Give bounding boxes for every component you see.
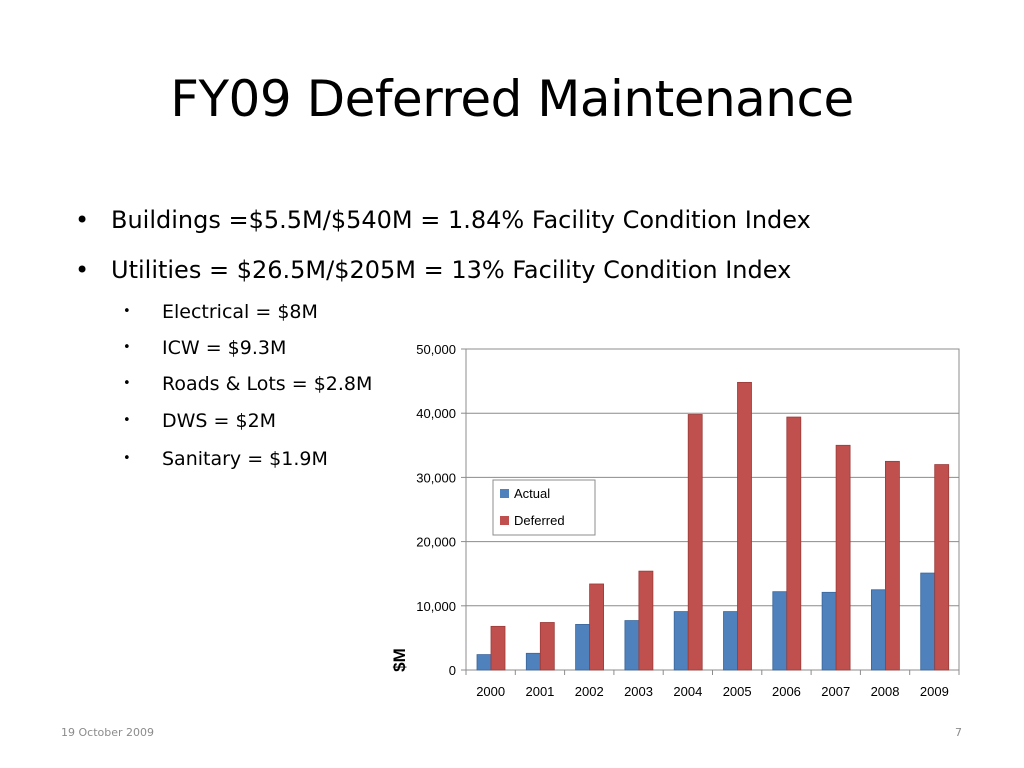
bar-actual-2007 — [821, 591, 837, 671]
x-tick-label: 2008 — [871, 684, 900, 699]
x-tick-label: 2005 — [723, 684, 752, 699]
bar-actual-2009 — [920, 572, 936, 671]
bar-actual-2004 — [673, 611, 689, 671]
y-tick-label: 0 — [449, 663, 456, 678]
legend-swatch-deferred — [500, 516, 509, 525]
legend-label-deferred: Deferred — [514, 513, 565, 528]
footer-date: 19 October 2009 — [61, 726, 155, 739]
x-tick-label: 2003 — [624, 684, 653, 699]
sub-bullet-text: Roads & Lots = $2.8M — [162, 373, 373, 395]
bar-actual-2005 — [723, 611, 738, 671]
slide-title: FY09 Deferred Maintenance — [170, 70, 854, 128]
bullet-dot-icon: • — [123, 376, 131, 391]
y-tick-label: 10,000 — [416, 599, 456, 614]
bullet-dot-icon: • — [123, 340, 131, 355]
bar-deferred-2009 — [934, 464, 950, 671]
bar-actual-2002 — [575, 624, 591, 671]
bar-deferred-2007 — [835, 444, 851, 671]
bar-deferred-2000 — [490, 625, 506, 671]
bar-deferred-2004 — [687, 414, 703, 671]
bullet-text: Utilities = $26.5M/$205M = 13% Facility … — [111, 256, 792, 284]
y-tick-label: 30,000 — [416, 470, 456, 485]
x-tick-label: 2009 — [920, 684, 949, 699]
y-tick-label: 40,000 — [416, 406, 456, 421]
bar-deferred-2003 — [638, 570, 654, 671]
bar-deferred-2001 — [539, 622, 555, 671]
bar-actual-2006 — [772, 591, 788, 671]
footer-page-number: 7 — [955, 726, 962, 739]
legend-box — [492, 479, 596, 536]
sub-bullet-text: ICW = $9.3M — [162, 337, 287, 359]
bullet-dot-icon: • — [75, 206, 90, 234]
bar-actual-2003 — [624, 620, 640, 671]
x-tick-label: 2000 — [476, 684, 505, 699]
bullet-dot-icon: • — [123, 413, 131, 428]
legend-label-actual: Actual — [514, 486, 550, 501]
deferred-maintenance-bar-chart: 0 10,000 20,000 30,000 40,000 50,000 2000 2001 2… — [390, 342, 960, 699]
legend-swatch-actual — [500, 489, 509, 498]
sub-bullet-text: Sanitary = $1.9M — [162, 448, 328, 470]
sub-bullet-text: DWS = $2M — [162, 410, 277, 432]
bar-deferred-2002 — [589, 583, 605, 671]
bullet-dot-icon: • — [75, 256, 90, 284]
bullet-text: Buildings =$5.5M/$540M = 1.84% Facility … — [111, 206, 811, 234]
x-tick-label: 2001 — [525, 684, 554, 699]
x-tick-label: 2004 — [673, 684, 702, 699]
x-tick-label: 2007 — [821, 684, 850, 699]
bar-actual-2008 — [870, 589, 886, 671]
x-tick-label: 2002 — [575, 684, 604, 699]
bar-deferred-2006 — [786, 416, 802, 671]
y-tick-label: 50,000 — [416, 342, 456, 357]
bar-deferred-2008 — [884, 460, 900, 671]
bar-actual-2001 — [525, 652, 541, 671]
bullet-dot-icon: • — [123, 304, 131, 319]
bullet-dot-icon: • — [123, 451, 131, 466]
x-tick-label: 2006 — [772, 684, 801, 699]
bar-deferred-2005 — [737, 381, 752, 671]
sub-bullet-text: Electrical = $8M — [162, 301, 318, 323]
y-axis-label: $M — [390, 648, 409, 672]
bar-actual-2000 — [476, 654, 492, 671]
y-tick-label: 20,000 — [416, 535, 456, 550]
